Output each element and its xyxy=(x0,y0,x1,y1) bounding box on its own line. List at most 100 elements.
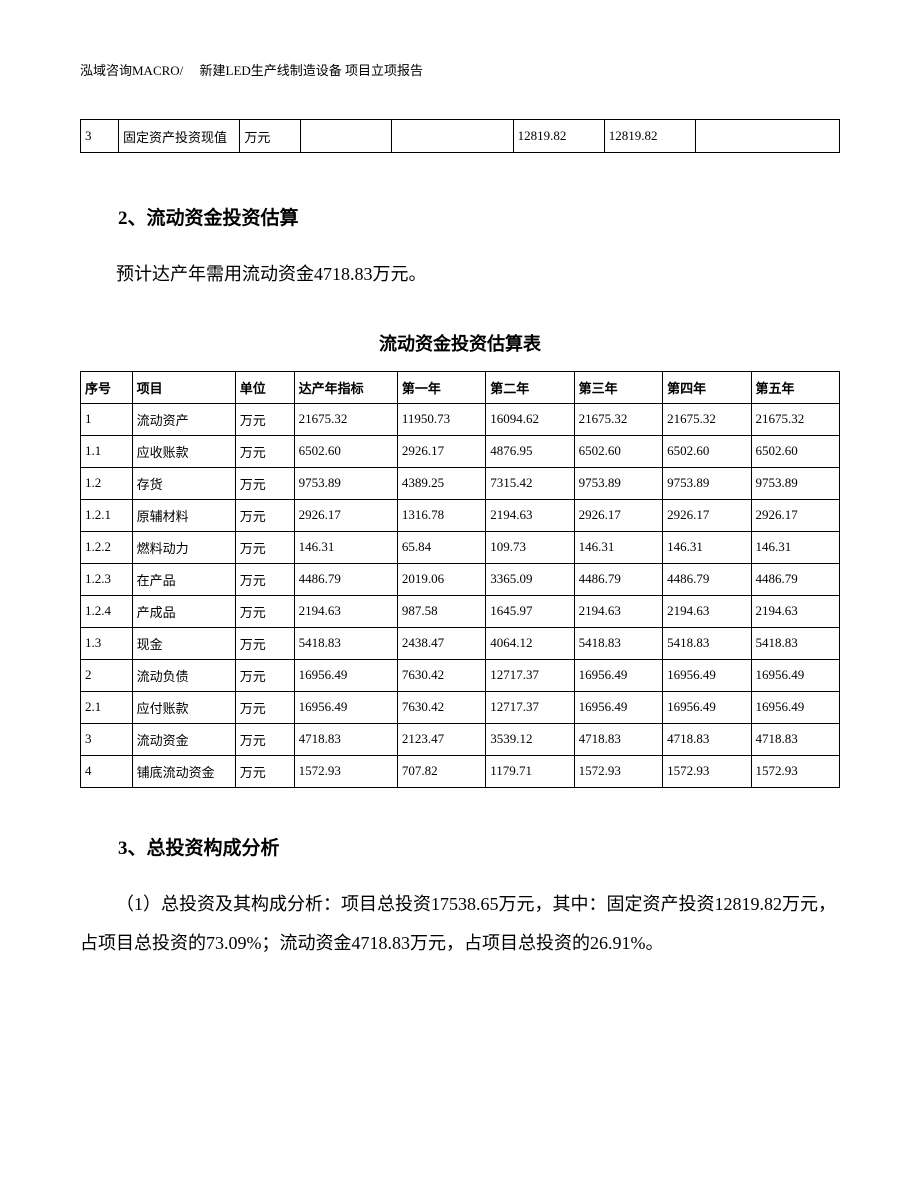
table-cell: 5418.83 xyxy=(751,627,839,659)
table-cell: 16956.49 xyxy=(574,659,662,691)
table-cell: 9753.89 xyxy=(574,467,662,499)
table-cell: 万元 xyxy=(235,403,294,435)
table-cell: 4718.83 xyxy=(751,723,839,755)
table-cell: 1179.71 xyxy=(486,755,574,787)
table-cell: 4486.79 xyxy=(751,563,839,595)
table-cell: 2194.63 xyxy=(486,499,574,531)
table-cell: 16956.49 xyxy=(751,659,839,691)
table-cell: 存货 xyxy=(132,467,235,499)
table-cell: 1.1 xyxy=(81,435,133,467)
table-cell: 7630.42 xyxy=(397,659,485,691)
table-cell: 3365.09 xyxy=(486,563,574,595)
table-cell: 12717.37 xyxy=(486,659,574,691)
col-y5: 第五年 xyxy=(751,371,839,403)
table-cell: 16956.49 xyxy=(294,659,397,691)
table-cell: 6502.60 xyxy=(294,435,397,467)
table-cell: 2438.47 xyxy=(397,627,485,659)
table-cell: 9753.89 xyxy=(294,467,397,499)
table-cell: 2123.47 xyxy=(397,723,485,755)
table-cell: 1.2.4 xyxy=(81,595,133,627)
working-capital-table: 序号 项目 单位 达产年指标 第一年 第二年 第三年 第四年 第五年 1流动资产… xyxy=(80,371,840,788)
table-cell: 12717.37 xyxy=(486,691,574,723)
table-cell: 16956.49 xyxy=(663,659,751,691)
cell-value: 12819.82 xyxy=(604,120,695,153)
table-cell: 流动资金 xyxy=(132,723,235,755)
table-cell: 万元 xyxy=(235,563,294,595)
table-cell: 11950.73 xyxy=(397,403,485,435)
table-row: 4铺底流动资金万元1572.93707.821179.711572.931572… xyxy=(81,755,840,787)
table-cell: 146.31 xyxy=(574,531,662,563)
table-cell: 4389.25 xyxy=(397,467,485,499)
table-cell: 16094.62 xyxy=(486,403,574,435)
table-cell: 21675.32 xyxy=(751,403,839,435)
table-cell: 6502.60 xyxy=(751,435,839,467)
cell-value: 12819.82 xyxy=(513,120,604,153)
table-cell: 5418.83 xyxy=(663,627,751,659)
table-row: 1.2.3在产品万元4486.792019.063365.094486.7944… xyxy=(81,563,840,595)
table-cell: 4486.79 xyxy=(294,563,397,595)
table-cell: 7630.42 xyxy=(397,691,485,723)
table-cell: 4 xyxy=(81,755,133,787)
table-row: 2流动负债万元16956.497630.4212717.3716956.4916… xyxy=(81,659,840,691)
table-cell: 1572.93 xyxy=(294,755,397,787)
table-cell: 4876.95 xyxy=(486,435,574,467)
table-cell: 109.73 xyxy=(486,531,574,563)
table-cell: 现金 xyxy=(132,627,235,659)
table-cell: 1645.97 xyxy=(486,595,574,627)
table-cell: 燃料动力 xyxy=(132,531,235,563)
table-cell: 万元 xyxy=(235,531,294,563)
table-cell: 4064.12 xyxy=(486,627,574,659)
table-cell: 万元 xyxy=(235,435,294,467)
table-cell: 2926.17 xyxy=(574,499,662,531)
table-cell: 1.2.1 xyxy=(81,499,133,531)
table-cell: 2.1 xyxy=(81,691,133,723)
table-cell: 707.82 xyxy=(397,755,485,787)
table-cell: 987.58 xyxy=(397,595,485,627)
col-y1: 第一年 xyxy=(397,371,485,403)
table-cell: 1.2 xyxy=(81,467,133,499)
table-cell: 原辅材料 xyxy=(132,499,235,531)
table-cell: 万元 xyxy=(235,723,294,755)
section-2-heading: 2、流动资金投资估算 xyxy=(80,203,840,230)
cell-blank xyxy=(301,120,392,153)
table-cell: 16956.49 xyxy=(663,691,751,723)
table-cell: 3 xyxy=(81,723,133,755)
table-header-row: 序号 项目 单位 达产年指标 第一年 第二年 第三年 第四年 第五年 xyxy=(81,371,840,403)
table-cell: 产成品 xyxy=(132,595,235,627)
table-cell: 2926.17 xyxy=(294,499,397,531)
table-cell: 3539.12 xyxy=(486,723,574,755)
col-seq: 序号 xyxy=(81,371,133,403)
cell-unit: 万元 xyxy=(240,120,301,153)
table-cell: 7315.42 xyxy=(486,467,574,499)
table-cell: 146.31 xyxy=(663,531,751,563)
table-row: 1.2.2燃料动力万元146.3165.84109.73146.31146.31… xyxy=(81,531,840,563)
table-cell: 16956.49 xyxy=(751,691,839,723)
table-row: 1流动资产万元21675.3211950.7316094.6221675.322… xyxy=(81,403,840,435)
cell-seq: 3 xyxy=(81,120,119,153)
table-cell: 2926.17 xyxy=(663,499,751,531)
table-cell: 1 xyxy=(81,403,133,435)
table-cell: 1316.78 xyxy=(397,499,485,531)
table-cell: 5418.83 xyxy=(294,627,397,659)
table-cell: 2926.17 xyxy=(751,499,839,531)
table-cell: 万元 xyxy=(235,627,294,659)
table-cell: 1.2.3 xyxy=(81,563,133,595)
section-3-body: （1）总投资及其构成分析：项目总投资17538.65万元，其中：固定资产投资12… xyxy=(80,885,840,964)
table-cell: 铺底流动资金 xyxy=(132,755,235,787)
table-cell: 1.2.2 xyxy=(81,531,133,563)
cell-blank xyxy=(392,120,513,153)
table-cell: 应付账款 xyxy=(132,691,235,723)
table-row: 1.2.1原辅材料万元2926.171316.782194.632926.172… xyxy=(81,499,840,531)
page-header: 泓域咨询MACRO/ 新建LED生产线制造设备 项目立项报告 xyxy=(80,60,840,79)
table-row: 1.1应收账款万元6502.602926.174876.956502.60650… xyxy=(81,435,840,467)
table-cell: 2194.63 xyxy=(663,595,751,627)
table-cell: 6502.60 xyxy=(574,435,662,467)
table-cell: 5418.83 xyxy=(574,627,662,659)
table-cell: 2194.63 xyxy=(751,595,839,627)
table-cell: 6502.60 xyxy=(663,435,751,467)
col-target: 达产年指标 xyxy=(294,371,397,403)
col-unit: 单位 xyxy=(235,371,294,403)
table-row: 3 固定资产投资现值 万元 12819.82 12819.82 xyxy=(81,120,840,153)
table-cell: 2019.06 xyxy=(397,563,485,595)
table-cell: 万元 xyxy=(235,755,294,787)
